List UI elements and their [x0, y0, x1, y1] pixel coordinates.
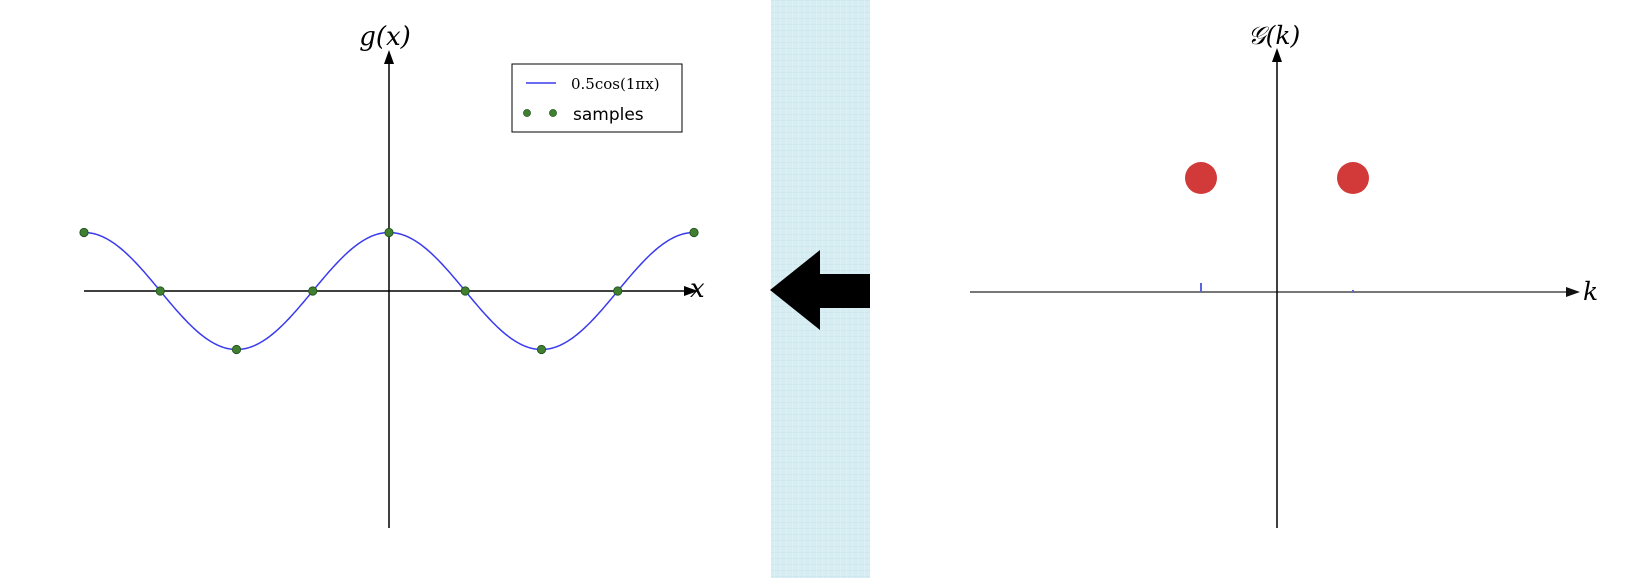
spectrum-dot — [1185, 162, 1217, 194]
right-y-axis-arrowhead — [1272, 48, 1282, 62]
left-plot: g(x) x 0.5cos(1πx) samples — [79, 22, 705, 528]
legend-curve-label: 0.5cos(1πx) — [571, 75, 660, 93]
sample-point — [231, 344, 242, 355]
legend-sample-swatch-1 — [523, 109, 531, 117]
arrow-left-icon — [770, 250, 870, 330]
legend-samples-label: samples — [573, 105, 644, 125]
sample-point — [155, 286, 165, 296]
right-x-axis-label: k — [1583, 277, 1598, 306]
sample-point — [308, 286, 318, 296]
left-y-axis-arrowhead — [384, 50, 394, 64]
right-plot: 𝒢(k) k — [970, 21, 1598, 528]
sample-point — [460, 286, 470, 296]
sample-points — [79, 227, 699, 355]
left-x-axis-arrowhead — [684, 286, 698, 296]
sample-point — [613, 286, 623, 296]
left-x-axis-label: x — [690, 274, 705, 304]
spectrum-dot — [1337, 162, 1369, 194]
transition-panel — [770, 0, 870, 578]
sample-point — [79, 227, 89, 238]
left-y-axis-label: g(x) — [359, 22, 411, 52]
sample-point — [536, 344, 547, 355]
legend-sample-swatch-2 — [549, 109, 557, 117]
legend-box — [511, 63, 683, 133]
right-y-axis-label: 𝒢(k) — [1248, 21, 1300, 50]
spectrum-dots — [1185, 162, 1369, 194]
spectrum-ticks — [1200, 283, 1354, 292]
legend: 0.5cos(1πx) samples — [511, 63, 683, 133]
sample-point — [689, 227, 699, 238]
sample-point — [384, 227, 394, 238]
right-x-axis-arrowhead — [1566, 287, 1580, 297]
